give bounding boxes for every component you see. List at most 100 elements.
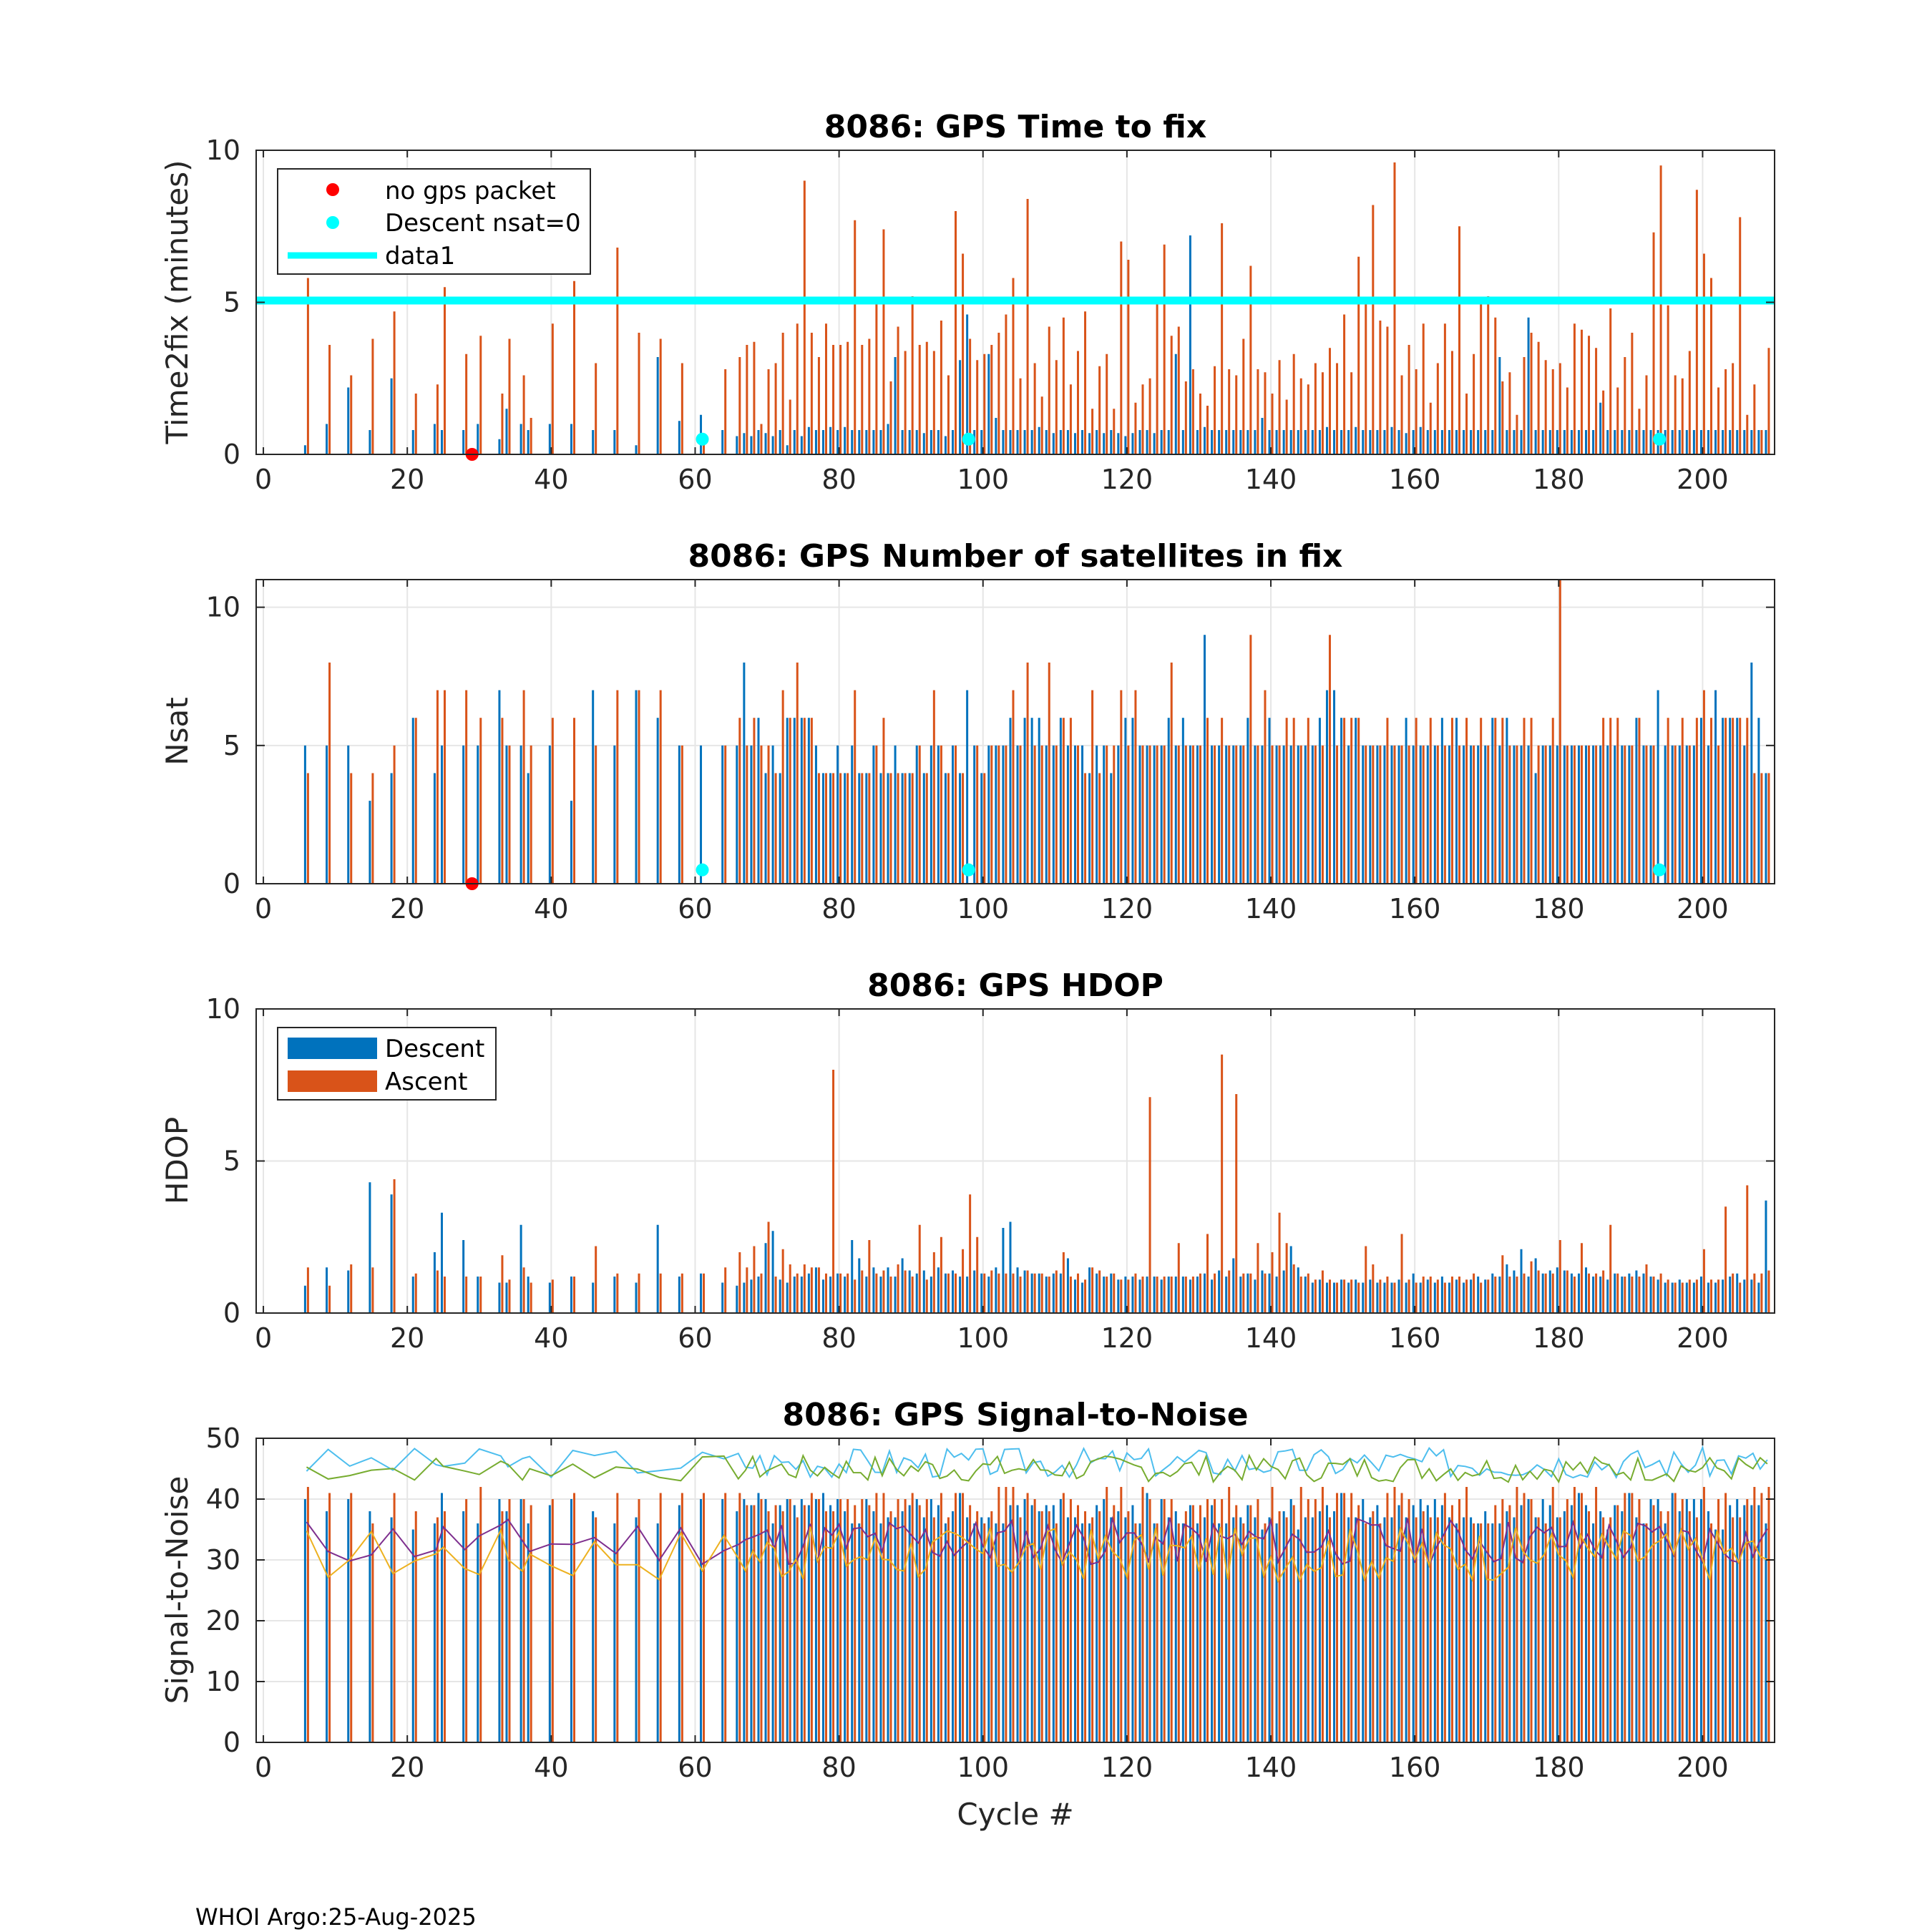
bar-descent: [1246, 1273, 1249, 1313]
bar-ascent: [817, 773, 820, 884]
bar-ascent: [1530, 333, 1533, 454]
bar-ascent: [659, 690, 662, 884]
bar-ascent: [1523, 1493, 1526, 1742]
bar-ascent: [810, 718, 813, 884]
bar-descent: [995, 1267, 997, 1313]
bar-descent: [1506, 718, 1508, 884]
bar-descent: [1052, 745, 1055, 884]
bar-ascent: [1588, 1273, 1591, 1313]
bar-descent: [1167, 1517, 1170, 1742]
bar-descent: [1750, 1279, 1753, 1313]
bar-descent: [721, 1499, 724, 1742]
bar-descent: [959, 1493, 962, 1742]
bar-descent: [1181, 1277, 1184, 1313]
bar-descent: [894, 1517, 897, 1742]
bar-descent: [973, 430, 976, 454]
bar-descent: [1081, 1523, 1084, 1742]
bar-ascent: [1228, 369, 1231, 454]
bar-descent: [894, 745, 897, 884]
bar-descent: [1541, 1273, 1544, 1313]
bar-descent: [1419, 745, 1422, 884]
bar-descent: [326, 424, 328, 454]
bar-ascent: [1191, 1277, 1194, 1313]
bar-descent: [1506, 1264, 1508, 1313]
bar-ascent: [947, 1273, 950, 1313]
bar-descent: [1599, 1511, 1602, 1742]
bar-ascent: [306, 1267, 309, 1313]
bar-descent: [1678, 1511, 1681, 1742]
bar-ascent: [1141, 1487, 1144, 1742]
bar-descent: [548, 424, 551, 454]
bar-descent: [1239, 1517, 1242, 1742]
bar-ascent: [1602, 1517, 1605, 1742]
bar-descent: [1692, 430, 1695, 454]
bar-ascent: [501, 394, 504, 454]
bar-descent: [519, 1499, 522, 1742]
bar-descent: [1614, 1273, 1616, 1313]
bar-ascent: [1357, 256, 1360, 454]
bar-ascent: [918, 345, 921, 454]
bar-descent: [1757, 718, 1760, 884]
bar-descent: [1131, 1277, 1134, 1313]
bar-ascent: [1616, 387, 1619, 454]
panel-time-to-fix-title: 8086: GPS Time to fix: [824, 109, 1206, 145]
bar-ascent: [997, 1273, 1000, 1313]
bar-ascent: [573, 1277, 576, 1313]
bar-ascent: [760, 424, 763, 454]
bar-ascent: [1695, 190, 1698, 454]
bar-ascent: [847, 341, 849, 454]
bar-ascent: [955, 1493, 957, 1742]
bar-ascent: [436, 1270, 439, 1313]
bar-ascent: [1688, 745, 1691, 884]
bar-descent: [1412, 1505, 1415, 1742]
bar-descent: [1297, 745, 1299, 884]
bar-descent: [1376, 1282, 1379, 1313]
bar-descent: [1153, 745, 1156, 884]
bar-ascent: [767, 745, 770, 884]
bar-ascent: [1350, 1279, 1353, 1313]
bar-descent: [1304, 430, 1307, 454]
bar-descent: [519, 1224, 522, 1313]
bar-ascent: [1048, 1511, 1050, 1742]
descent-nsat0-marker: [1653, 863, 1667, 877]
bar-ascent: [897, 1499, 899, 1742]
bar-ascent: [1307, 718, 1309, 884]
bar-ascent: [443, 287, 446, 454]
bar-ascent: [1098, 1270, 1101, 1313]
bar-descent: [793, 1505, 796, 1742]
x-tick-label: 80: [821, 893, 856, 924]
bar-descent: [1419, 1282, 1422, 1313]
bar-ascent: [925, 773, 928, 884]
bar-descent: [1628, 1273, 1631, 1313]
bar-descent: [1347, 1517, 1350, 1742]
bar-ascent: [595, 745, 597, 884]
x-tick-label: 160: [1389, 1752, 1441, 1783]
bar-ascent: [1134, 1523, 1137, 1742]
bar-descent: [937, 430, 940, 454]
panel-hdop-ticks: 0 20 40 60 80 100 120 140 160 180 200 0 5 10: [206, 993, 1775, 1354]
bar-descent: [1362, 1282, 1365, 1313]
bar-ascent: [911, 1277, 914, 1313]
bar-descent: [613, 430, 616, 454]
legend-descent-label: Descent: [385, 1035, 484, 1063]
bar-descent: [915, 1499, 918, 1742]
bar-ascent: [1005, 1273, 1008, 1313]
bar-descent: [1052, 1273, 1055, 1313]
bar-descent: [1412, 745, 1415, 884]
bar-descent: [1103, 1499, 1106, 1742]
bar-ascent: [1681, 378, 1684, 454]
bar-ascent: [1602, 718, 1605, 884]
panel-snr-ylabel: Signal-to-Noise: [160, 1476, 195, 1704]
bar-ascent: [1120, 241, 1123, 454]
bar-descent: [1297, 1267, 1299, 1313]
bar-descent: [462, 745, 465, 884]
x-tick-label: 20: [390, 1752, 424, 1783]
bar-ascent: [1365, 302, 1367, 454]
bar-ascent: [1343, 314, 1346, 454]
bar-ascent: [983, 1273, 986, 1313]
bar-descent: [433, 1523, 436, 1742]
bar-descent: [1340, 718, 1343, 884]
bar-descent: [901, 1258, 904, 1313]
bar-ascent: [306, 278, 309, 454]
